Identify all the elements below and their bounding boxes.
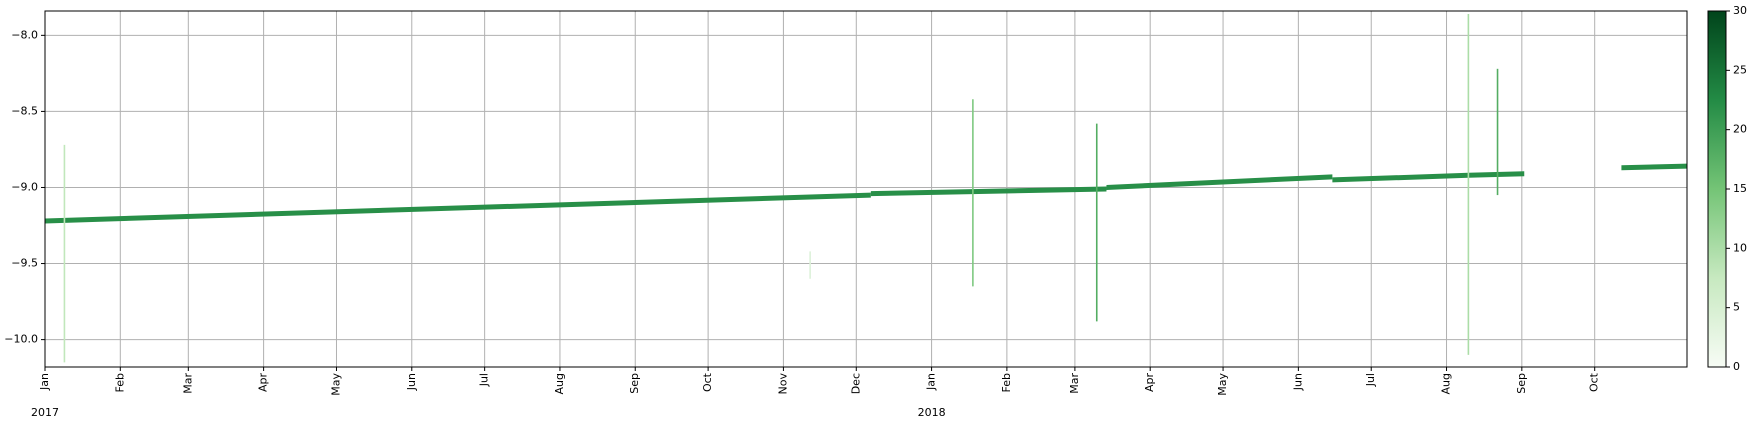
grid [44, 11, 1687, 367]
x-tick-label: Jul [1364, 373, 1377, 387]
colorbar-tick-label: 5 [1733, 301, 1740, 314]
x-tick-label: Aug [1440, 373, 1453, 394]
x-tick-label: Mar [181, 373, 194, 394]
x-tick-label: Aug [553, 373, 566, 394]
colorbar-tick-label: 30 [1733, 4, 1747, 17]
trend-segment [45, 192, 871, 224]
y-tick-label: −9.5 [11, 257, 38, 270]
colorbar-tick-label: 0 [1733, 360, 1740, 373]
x-tick-label: Apr [257, 373, 270, 393]
colorbar-tick-label: 10 [1733, 241, 1747, 254]
trend-segment [1468, 171, 1525, 178]
x-year-label: 2018 [918, 406, 946, 419]
y-tick-label: −9.0 [11, 180, 38, 193]
x-tick-label: Sep [1515, 373, 1528, 394]
x-tick-label: Feb [1000, 373, 1013, 392]
x-tick-label: May [329, 373, 342, 396]
colorbar [1707, 10, 1727, 368]
x-tick-label: Jun [405, 373, 418, 391]
x-tick-label: Jan [38, 373, 51, 391]
y-tick-label: −8.5 [11, 104, 38, 117]
colorbar-ticks: 0 5 10 15 20 25 30 [1726, 4, 1747, 373]
trend-segment [1332, 172, 1469, 183]
y-tick-label: −10.0 [4, 333, 38, 346]
colorbar-tick-label: 20 [1733, 123, 1747, 136]
x-tick-label: Mar [1068, 373, 1081, 394]
colorbar-tick-label: 15 [1733, 182, 1747, 195]
data-layer [45, 14, 1687, 363]
x-tick-label: Jun [1291, 373, 1304, 391]
trend-segment [870, 186, 1107, 197]
trend-segment [1621, 163, 1687, 171]
x-tick-label: Nov [776, 373, 789, 395]
x-tick-label: Apr [1143, 373, 1156, 393]
colorbar-tick-label: 25 [1733, 63, 1747, 76]
plot-frame [44, 10, 1688, 368]
x-tick-label: Jan [925, 373, 938, 391]
x-tick-label: Oct [1588, 372, 1601, 392]
x-tick-label: Dec [849, 373, 862, 394]
x-tick-label: Feb [113, 373, 126, 392]
trend-segment [1106, 174, 1333, 190]
axes: Jan 2017 Feb Mar Apr May Jun Jul Aug Sep Oct Nov Dec… [4, 28, 1600, 419]
x-tick-label: May [1216, 373, 1229, 396]
x-tick-label: Oct [701, 372, 714, 392]
x-tick-label: Sep [628, 373, 641, 394]
y-tick-label: −8.0 [11, 28, 38, 41]
x-year-label: 2017 [31, 406, 59, 419]
x-tick-label: Jul [478, 373, 491, 387]
